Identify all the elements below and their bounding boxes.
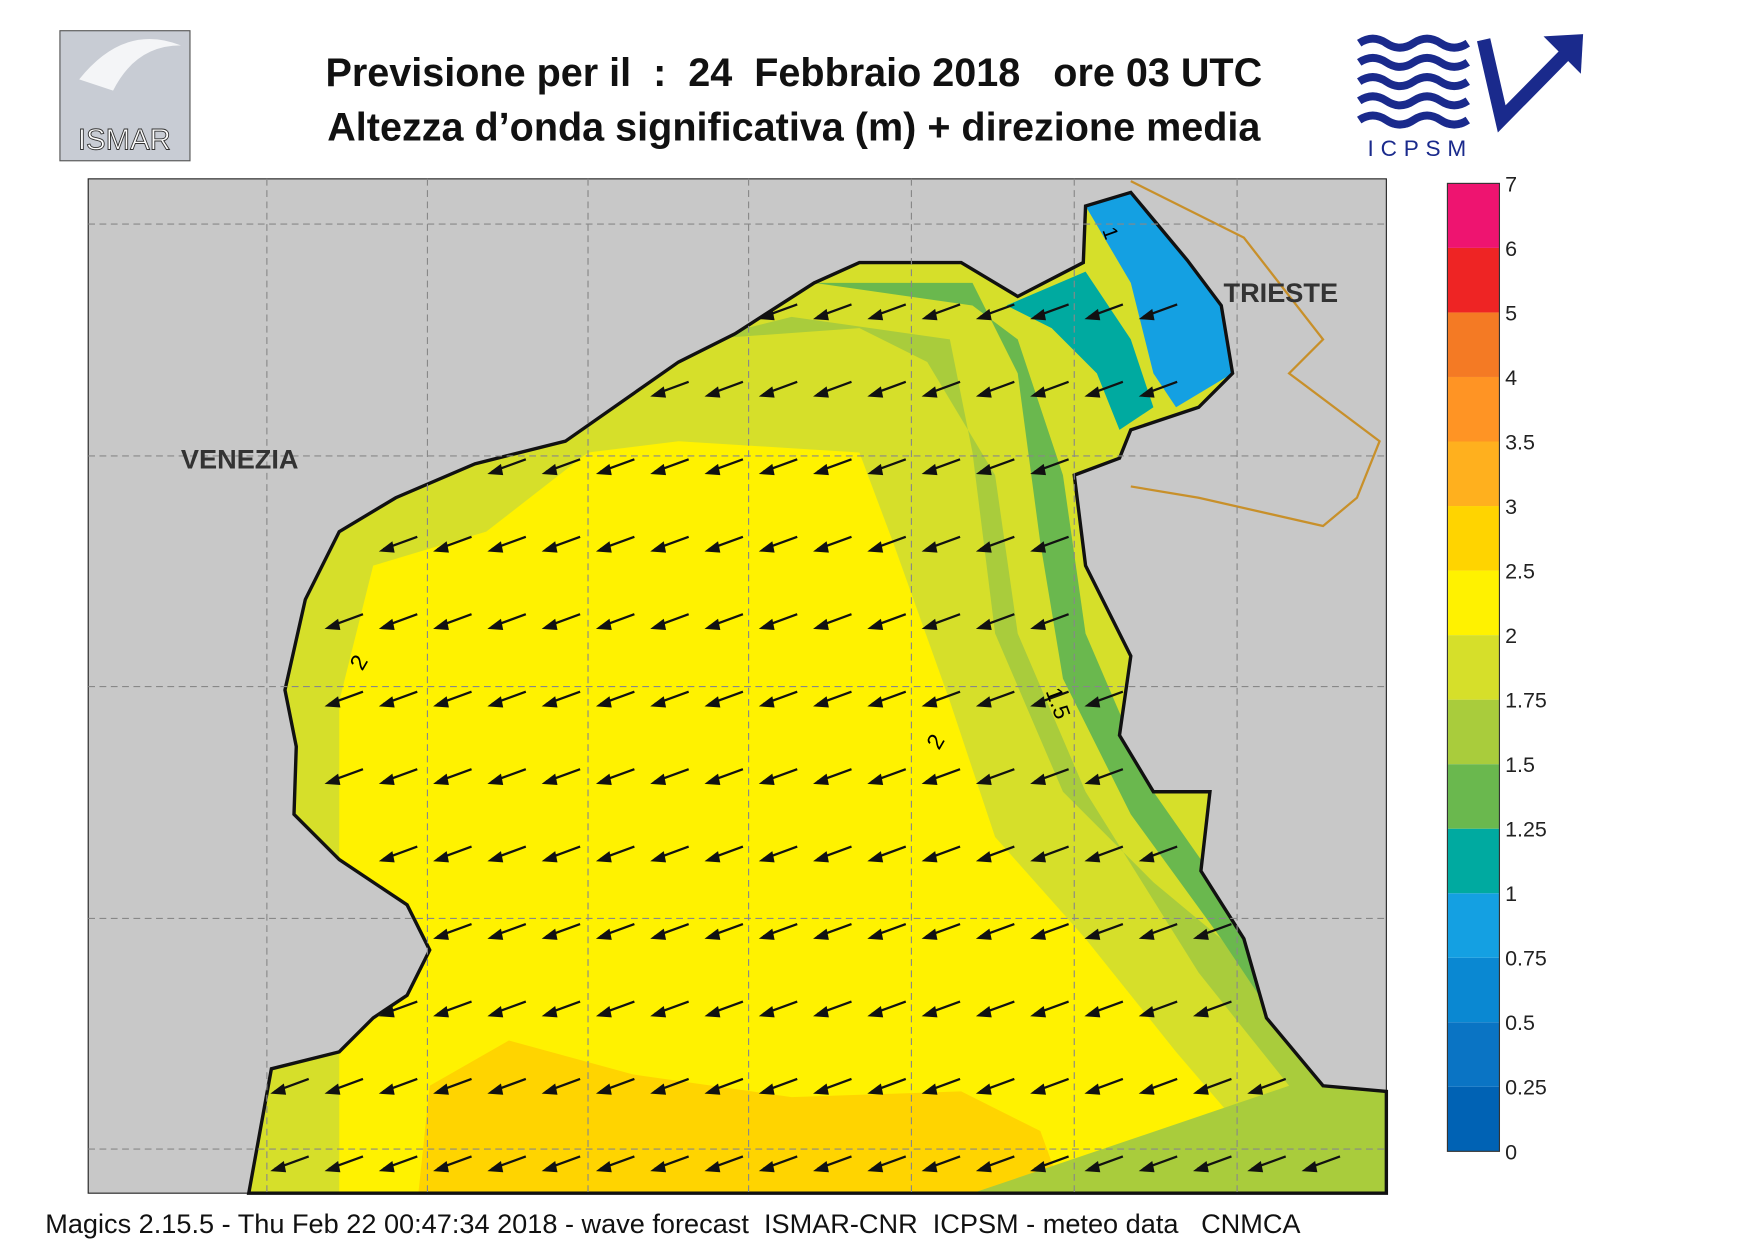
logo-text: ICPSM	[1368, 136, 1474, 161]
colorbar-label: 6	[1505, 237, 1517, 261]
color-band	[1447, 635, 1500, 700]
colorbar-label: 3	[1505, 495, 1517, 519]
color-band	[1447, 893, 1500, 958]
color-band	[1447, 183, 1500, 248]
logo-text: ISMAR	[78, 123, 171, 156]
colorbar-label: 7	[1505, 172, 1517, 196]
colorbar-label: 2.5	[1505, 559, 1535, 583]
direction-arrows	[270, 303, 1341, 1173]
colorbar-label: 0	[1505, 1140, 1517, 1164]
color-band	[1447, 570, 1500, 636]
color-band	[1447, 828, 1500, 894]
colorbar: 0 0.25 0.5 0.75 1 1.25 1.5 1.75 2 2.5 3 3.5 4 5 6 7	[1446, 172, 1547, 1164]
colorbar-label: 3.5	[1505, 430, 1535, 454]
color-band	[1447, 957, 1500, 1023]
color-band	[1447, 441, 1500, 507]
footer: Magics 2.15.5 - Thu Feb 22 00:47:34 2018…	[45, 1208, 1301, 1239]
colorbar-label: 5	[1505, 301, 1517, 325]
colorbar-label: 0.75	[1505, 947, 1547, 971]
map: VENEZIA TRIESTE 2 2 1.5 1	[87, 178, 1389, 1195]
colorbar-label: 1.5	[1505, 753, 1535, 777]
color-band	[1447, 312, 1500, 377]
color-band	[1447, 1022, 1500, 1087]
colorbar-label: 1.25	[1505, 818, 1547, 842]
color-band	[1447, 506, 1500, 571]
colorbar-label: 2	[1505, 624, 1517, 648]
colorbar-label: 1.75	[1505, 689, 1547, 713]
color-band	[1447, 247, 1500, 313]
colorbar-label: 0.5	[1505, 1011, 1535, 1035]
color-band	[1447, 764, 1500, 829]
colorbar-label: 1	[1505, 882, 1517, 906]
color-band	[1447, 376, 1500, 442]
color-band	[1447, 1086, 1500, 1152]
colorbar-label: 4	[1505, 366, 1517, 390]
subtitle: Altezza d’onda significativa (m) + direz…	[327, 105, 1261, 149]
colorbar-label: 0.25	[1505, 1076, 1547, 1100]
place-label: VENEZIA	[181, 443, 299, 474]
color-band	[1447, 699, 1500, 765]
icpsm-logo: ICPSM	[1357, 34, 1584, 161]
ismar-logo: ISMAR	[59, 30, 191, 162]
title: Previsione per il : 24 Febbraio 2018 ore…	[325, 51, 1262, 95]
place-label: TRIESTE	[1224, 277, 1339, 308]
colorbar-frame	[1446, 182, 1501, 1152]
